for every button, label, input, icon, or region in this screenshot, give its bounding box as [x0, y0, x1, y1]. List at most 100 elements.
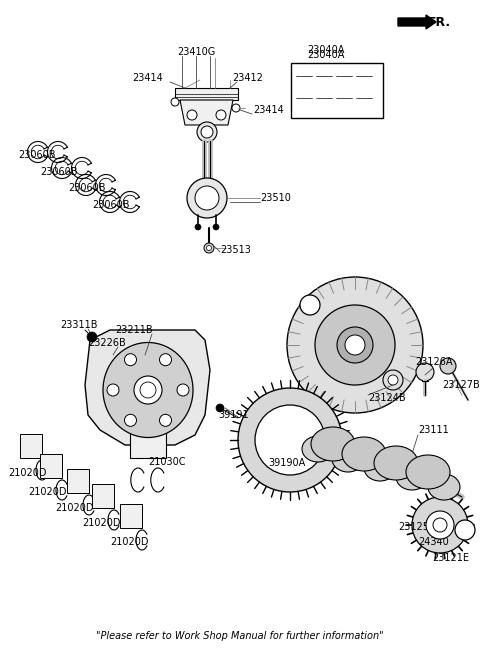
Ellipse shape	[364, 455, 396, 481]
Text: 23414: 23414	[253, 105, 284, 115]
Text: 23311B: 23311B	[60, 320, 97, 330]
Text: A: A	[307, 300, 313, 310]
Polygon shape	[315, 434, 336, 459]
Circle shape	[388, 375, 398, 385]
Circle shape	[416, 363, 434, 381]
Text: 21020D: 21020D	[82, 518, 120, 528]
Polygon shape	[291, 63, 383, 118]
FancyArrow shape	[398, 15, 436, 29]
Polygon shape	[421, 464, 451, 494]
Text: 23040A: 23040A	[307, 45, 344, 55]
Circle shape	[232, 104, 240, 112]
Text: 21020D: 21020D	[110, 537, 148, 547]
Circle shape	[159, 415, 171, 426]
Circle shape	[383, 370, 403, 390]
Circle shape	[213, 224, 219, 230]
Text: 23226B: 23226B	[88, 338, 126, 348]
Circle shape	[197, 122, 217, 142]
Text: 23060B: 23060B	[18, 150, 56, 160]
Text: 23111: 23111	[418, 425, 449, 435]
Polygon shape	[409, 462, 431, 487]
Polygon shape	[389, 455, 419, 485]
Text: 23060B: 23060B	[92, 200, 130, 210]
Bar	[120, 504, 142, 528]
Ellipse shape	[103, 342, 193, 438]
Polygon shape	[326, 437, 355, 466]
Bar	[130, 414, 166, 458]
Circle shape	[107, 384, 119, 396]
Ellipse shape	[302, 436, 334, 462]
Text: 21020D: 21020D	[28, 487, 67, 497]
Text: 21020D: 21020D	[55, 503, 94, 513]
Circle shape	[124, 415, 136, 426]
Polygon shape	[358, 447, 386, 476]
Text: 39190A: 39190A	[268, 458, 305, 468]
Circle shape	[177, 384, 189, 396]
Text: 23121E: 23121E	[432, 553, 469, 563]
Text: 23060B: 23060B	[68, 183, 106, 193]
Circle shape	[204, 243, 214, 253]
Circle shape	[195, 186, 219, 210]
Circle shape	[87, 332, 97, 342]
Circle shape	[455, 520, 475, 540]
Ellipse shape	[412, 497, 468, 553]
Text: 23410G: 23410G	[177, 47, 215, 57]
Text: 23414: 23414	[132, 73, 163, 83]
Text: A: A	[462, 525, 468, 535]
Circle shape	[124, 354, 136, 365]
Polygon shape	[175, 88, 238, 100]
Polygon shape	[345, 445, 367, 468]
Circle shape	[337, 327, 373, 363]
Circle shape	[159, 354, 171, 365]
Ellipse shape	[342, 437, 386, 471]
Text: 21020D: 21020D	[8, 468, 47, 478]
Circle shape	[195, 224, 201, 230]
Circle shape	[300, 295, 320, 315]
Circle shape	[433, 518, 447, 532]
Circle shape	[216, 110, 226, 120]
Bar	[40, 454, 62, 478]
Circle shape	[134, 376, 162, 404]
Text: 23060B: 23060B	[40, 167, 77, 177]
Bar	[92, 484, 114, 508]
Circle shape	[187, 110, 197, 120]
Ellipse shape	[311, 427, 355, 461]
Ellipse shape	[428, 474, 460, 500]
Ellipse shape	[315, 305, 395, 385]
Text: 23125: 23125	[398, 522, 429, 532]
Text: 23040A: 23040A	[307, 50, 344, 60]
Text: 39191: 39191	[218, 410, 249, 420]
Polygon shape	[180, 100, 233, 125]
Circle shape	[171, 98, 179, 106]
Circle shape	[187, 178, 227, 218]
Text: 21030C: 21030C	[148, 457, 185, 467]
Circle shape	[440, 358, 456, 374]
Text: 23126A: 23126A	[415, 357, 453, 367]
Polygon shape	[377, 453, 399, 478]
Ellipse shape	[396, 464, 428, 490]
Text: 23412: 23412	[232, 73, 263, 83]
Circle shape	[216, 404, 224, 412]
Ellipse shape	[255, 405, 325, 475]
Ellipse shape	[238, 388, 342, 492]
Ellipse shape	[406, 455, 450, 489]
Text: "Please refer to Work Shop Manual for further information": "Please refer to Work Shop Manual for fu…	[96, 631, 384, 641]
Polygon shape	[85, 330, 210, 445]
Ellipse shape	[287, 277, 423, 413]
Bar	[20, 434, 42, 458]
Text: 23127B: 23127B	[442, 380, 480, 390]
Text: 23211B: 23211B	[115, 325, 153, 335]
Circle shape	[345, 335, 365, 355]
Circle shape	[201, 126, 213, 138]
Circle shape	[206, 245, 212, 251]
Ellipse shape	[332, 446, 364, 472]
Text: 23124B: 23124B	[368, 393, 406, 403]
Circle shape	[140, 382, 156, 398]
Text: FR.: FR.	[428, 16, 451, 28]
Text: 23513: 23513	[220, 245, 251, 255]
Circle shape	[426, 511, 454, 539]
Text: 24340: 24340	[418, 537, 449, 547]
Ellipse shape	[374, 446, 418, 480]
Bar	[67, 469, 89, 493]
Text: 23510: 23510	[260, 193, 291, 203]
